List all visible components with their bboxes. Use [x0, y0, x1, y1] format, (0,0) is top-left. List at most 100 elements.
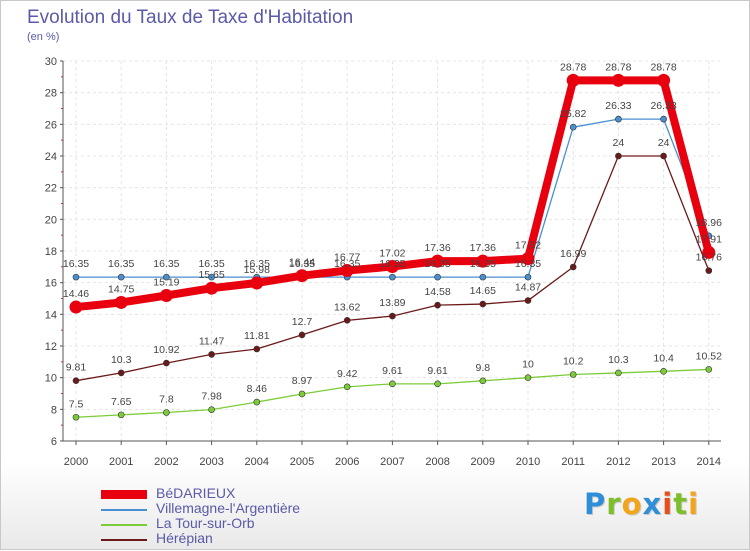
data-point — [389, 312, 396, 320]
data-point — [298, 390, 306, 398]
data-label: 7.8 — [159, 394, 174, 406]
data-label: 16.35 — [515, 258, 541, 270]
x-tick-label: 2001 — [109, 456, 133, 468]
series-lines — [69, 73, 716, 421]
data-point — [479, 377, 487, 385]
data-point — [476, 254, 490, 268]
logo-letter: x — [642, 487, 663, 521]
logo-letter: r — [606, 487, 622, 521]
data-label: 10.3 — [111, 354, 132, 366]
data-label: 13.89 — [379, 297, 405, 309]
x-tick-label: 2005 — [290, 456, 314, 468]
y-tick-label: 10 — [45, 373, 57, 385]
data-label: 16.35 — [379, 258, 405, 270]
chart-title: Evolution du Taux de Taxe d'Habitation — [27, 7, 354, 28]
logo-letter: i — [688, 487, 700, 521]
data-point — [117, 369, 125, 377]
data-label: 26.33 — [605, 100, 631, 112]
data-point — [615, 152, 622, 160]
x-tick-label: 2000 — [64, 456, 88, 468]
x-tick-label: 2008 — [425, 456, 449, 468]
y-tick-label: 26 — [45, 119, 57, 131]
data-label: 13.62 — [334, 301, 360, 313]
data-label: 16.35 — [470, 258, 496, 270]
data-label: 14.87 — [515, 282, 541, 294]
data-point — [660, 368, 667, 375]
data-label: 25.82 — [560, 108, 586, 120]
data-label: 10.52 — [696, 350, 722, 362]
y-tick-label: 14 — [45, 309, 57, 321]
x-tick-label: 2002 — [154, 456, 178, 468]
data-point — [343, 317, 351, 324]
data-point — [389, 380, 396, 388]
data-point — [479, 273, 487, 281]
data-point — [72, 413, 80, 421]
data-label: 10.3 — [608, 354, 629, 366]
data-label: 8.46 — [247, 383, 268, 395]
data-point — [702, 245, 716, 259]
data-point — [524, 374, 532, 381]
data-label: 10.4 — [653, 352, 674, 364]
data-point — [163, 409, 170, 416]
data-point — [434, 273, 441, 281]
data-point — [566, 73, 580, 87]
data-point — [159, 288, 173, 302]
data-label: 12.7 — [292, 316, 313, 328]
legend-label-bedarieux: BéDARIEUX — [156, 485, 236, 501]
data-label: 16.35 — [244, 258, 270, 270]
data-label: 9.61 — [427, 365, 448, 377]
data-point — [343, 383, 351, 391]
data-label: 24 — [658, 137, 670, 149]
data-label: 18.96 — [696, 217, 722, 229]
data-point — [705, 267, 713, 274]
x-tick-label: 2011 — [561, 456, 585, 468]
y-tick-label: 16 — [45, 278, 57, 290]
data-label: 28.78 — [560, 61, 586, 73]
data-point — [660, 115, 667, 123]
data-point — [569, 263, 577, 271]
y-tick-label: 30 — [45, 56, 57, 68]
x-tick-label: 2014 — [697, 456, 721, 468]
data-point — [163, 273, 170, 281]
x-tick-label: 2010 — [516, 456, 540, 468]
logo-letter: i — [662, 487, 674, 521]
data-labels: 14.46 14.75 15.19 15.65 15.98 16.44 16.77 17.02… — [63, 61, 722, 410]
data-label: 14.75 — [108, 283, 134, 295]
data-label: 7.5 — [69, 398, 84, 410]
data-label: 16.35 — [108, 258, 134, 270]
data-point — [569, 123, 577, 131]
data-point — [208, 406, 215, 413]
data-label: 15.98 — [244, 264, 270, 276]
data-point — [615, 369, 622, 377]
data-point — [69, 300, 83, 314]
legend-swatch-villemagne — [101, 509, 147, 511]
y-tick-label: 8 — [51, 404, 57, 416]
data-point — [163, 359, 170, 367]
data-label: 8.97 — [292, 375, 313, 387]
data-label: 17.36 — [470, 242, 496, 254]
data-label: 16.99 — [560, 248, 586, 260]
data-point — [611, 73, 625, 87]
data-label: 10.2 — [563, 356, 584, 368]
data-label: 16.76 — [696, 252, 722, 264]
logo-letter: P — [584, 487, 607, 521]
data-label: 14.65 — [470, 285, 496, 297]
data-label: 9.81 — [66, 362, 87, 374]
data-label: 10 — [522, 359, 534, 371]
legend-swatch-herepian — [101, 539, 147, 541]
data-point — [253, 345, 261, 353]
data-point — [479, 300, 487, 308]
data-label: 9.8 — [475, 362, 490, 374]
data-point — [385, 260, 399, 274]
data-point — [524, 273, 532, 281]
x-tick-label: 2004 — [245, 456, 269, 468]
y-tick-label: 24 — [45, 151, 57, 163]
data-point — [295, 269, 309, 283]
data-point — [434, 301, 441, 309]
y-tick-label: 12 — [45, 341, 57, 353]
data-label: 16.44 — [289, 257, 315, 269]
data-point — [253, 398, 261, 406]
data-point — [208, 273, 215, 281]
